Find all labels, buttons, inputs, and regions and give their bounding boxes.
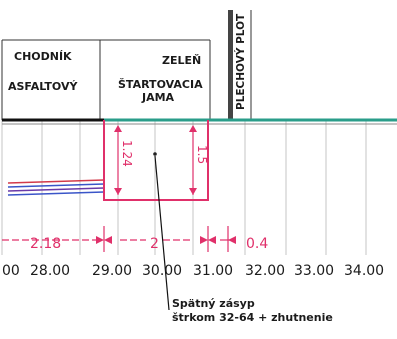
station-label: 33.00: [294, 263, 334, 279]
label-asfaltovy: ASFALTOVÝ: [8, 80, 78, 93]
station-label: 34.00: [344, 263, 384, 279]
width-label-2: 2: [150, 236, 159, 252]
launch-pit-outline: [103, 120, 209, 201]
callout-line-1: Spätný zásyp: [172, 297, 255, 310]
station-label: 00: [2, 263, 20, 279]
station-label: 29.00: [92, 263, 132, 279]
callout-leader-line: [154, 155, 170, 311]
width-dimension-line: [2, 226, 236, 252]
station-label: 31.00: [193, 263, 233, 279]
utility-pipes: [7, 179, 105, 196]
label-startovacia-1: ŠTARTOVACIA: [118, 78, 203, 91]
label-startovacia-2: JAMA: [141, 91, 175, 104]
pit-center-mark: [153, 152, 157, 156]
header-dividers: [1, 10, 252, 120]
depth-label-right: 1.5: [195, 145, 209, 164]
station-label: 28.00: [30, 263, 70, 279]
depth-label-left: 1.24: [120, 140, 134, 167]
station-label: 32.00: [245, 263, 285, 279]
label-zelen: ZELEŇ: [162, 54, 201, 67]
width-label-3: 0.4: [246, 236, 268, 252]
width-label-1: 2.18: [30, 236, 61, 252]
fence-post: [228, 10, 233, 120]
depth-dimension-right: [189, 125, 197, 195]
depth-dimension-left: [114, 125, 122, 195]
label-chodnik: CHODNÍK: [14, 50, 72, 63]
callout-line-2: štrkom 32-64 + zhutnenie: [172, 311, 333, 324]
grid-lines: [1, 120, 367, 255]
station-label: 30.00: [142, 263, 182, 279]
label-plechovy-plot: PLECHOVÝ PLOT: [234, 13, 247, 110]
